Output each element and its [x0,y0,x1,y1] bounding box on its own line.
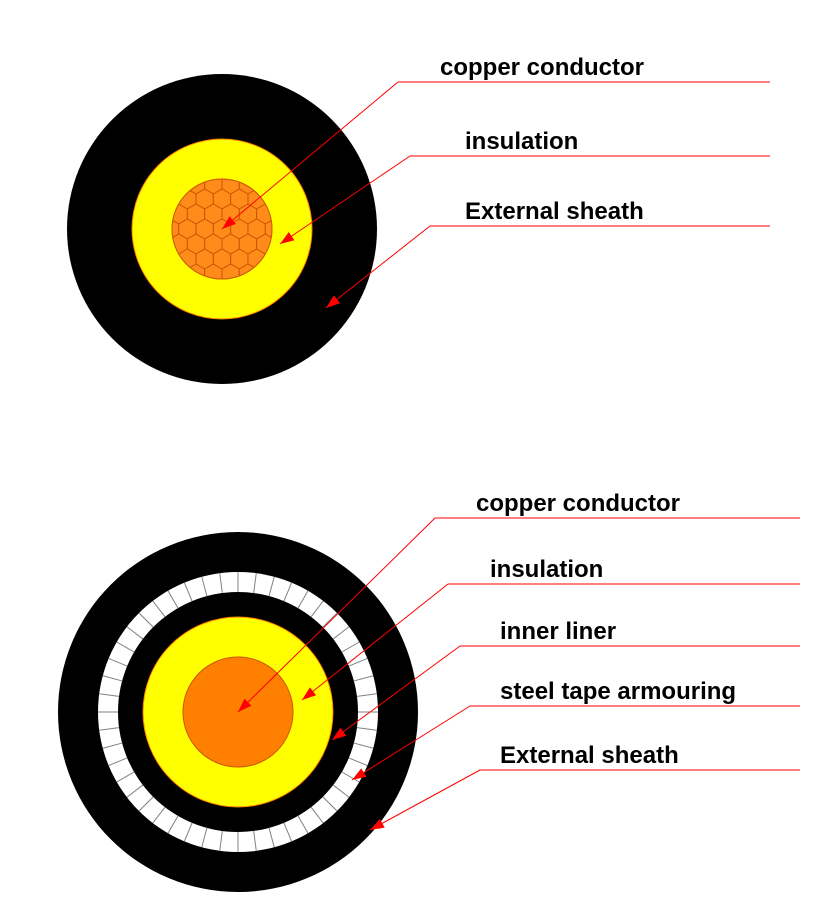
cable1-label-external_sheath: External sheath [465,198,644,226]
cable2-label-inner_liner: inner liner [500,618,616,646]
cable2-label-steel_tape_armouring: steel tape armouring [500,678,736,706]
diagram-svg [0,0,831,915]
cable2-label-insulation: insulation [490,556,603,584]
cable2-label-copper_conductor: copper conductor [476,490,680,518]
cable1-label-copper_conductor: copper conductor [440,54,644,82]
diagram-root: copper conductor insulation External sheat… [0,0,831,915]
cable1-label-insulation: insulation [465,128,578,156]
cable2-label-external_sheath: External sheath [500,742,679,770]
